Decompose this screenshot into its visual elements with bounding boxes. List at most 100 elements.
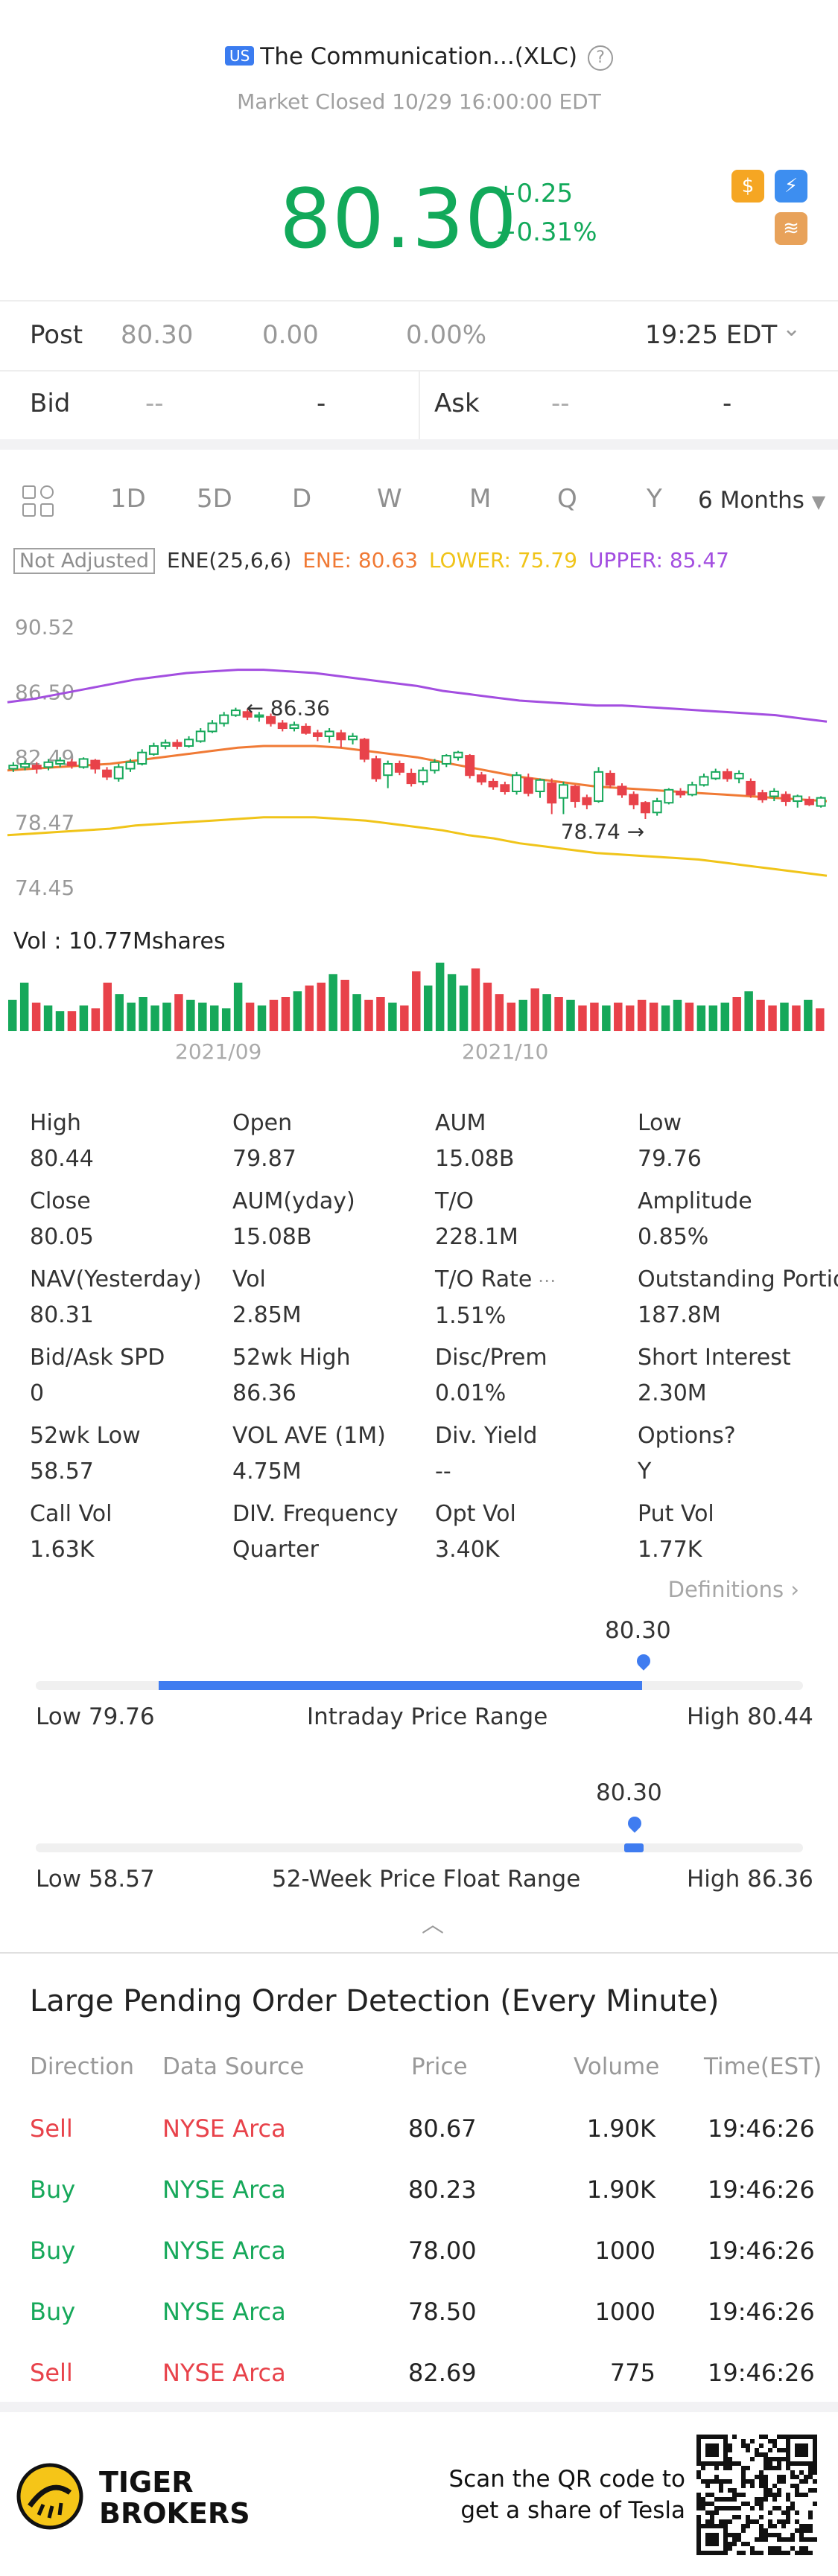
post-time[interactable]: 19:25 EDT	[645, 320, 778, 350]
candle	[558, 781, 568, 814]
candle	[629, 791, 639, 809]
definitions-link[interactable]: Definitions ›	[667, 1577, 799, 1602]
candle	[722, 768, 732, 782]
stat-label: Outstanding Portio	[638, 1266, 838, 1292]
volume-bar	[162, 1002, 171, 1031]
lower-value: LOWER: 75.79	[428, 548, 578, 573]
volume-bar	[269, 999, 279, 1031]
tab-5d[interactable]: 5D	[197, 484, 232, 514]
candle	[277, 720, 288, 732]
candle	[734, 770, 744, 784]
volume-bar	[43, 1005, 53, 1031]
stat-value: 0.85%	[638, 1224, 709, 1250]
tab-d[interactable]: D	[292, 484, 312, 514]
stat-item: T/O 228.1M	[435, 1184, 518, 1255]
order-direction: Sell	[30, 2114, 73, 2143]
stat-value: --	[435, 1458, 451, 1485]
candle	[523, 774, 533, 797]
stat-item: Vol 2.85M	[232, 1262, 302, 1333]
order-direction: Buy	[30, 2237, 76, 2265]
stat-label: Vol	[232, 1266, 266, 1292]
volume-bar	[673, 999, 682, 1031]
adjust-toggle[interactable]: Not Adjusted	[13, 548, 156, 574]
intraday-range-track	[36, 1681, 803, 1690]
stat-value: 187.8M	[638, 1302, 721, 1328]
stat-item: 52wk Low 58.57	[30, 1418, 141, 1490]
candle	[758, 789, 768, 803]
candle	[78, 757, 89, 769]
collapse-up-icon[interactable]: ︿	[422, 1912, 444, 1938]
candle	[394, 760, 404, 776]
dollar-icon[interactable]: $	[731, 170, 764, 203]
volume-bar	[696, 1005, 706, 1031]
candle	[535, 778, 545, 798]
bid-size: -	[317, 389, 326, 418]
stat-value: 80.44	[30, 1146, 94, 1172]
stat-value: 58.57	[30, 1458, 94, 1485]
lightning-icon[interactable]: ⚡	[775, 170, 807, 203]
week52-high: High 86.36	[687, 1866, 813, 1893]
candle	[55, 757, 66, 768]
grid-layout-icon[interactable]	[22, 485, 55, 518]
help-icon[interactable]: ?	[588, 45, 614, 71]
candle	[242, 708, 253, 721]
stat-value: 79.76	[638, 1146, 702, 1172]
volume-bar	[233, 982, 243, 1031]
stat-value: 3.40K	[435, 1537, 500, 1563]
candle	[184, 736, 194, 748]
stat-label: Disc/Prem	[435, 1345, 547, 1371]
volume-bar	[614, 1002, 623, 1031]
volume-bar	[483, 982, 492, 1031]
candle	[406, 768, 416, 787]
candle	[219, 712, 229, 727]
volume-bar	[186, 999, 195, 1031]
stat-value: Quarter	[232, 1537, 319, 1563]
candle	[640, 801, 650, 820]
orders-title: Large Pending Order Detection (Every Min…	[30, 1984, 720, 2018]
volume-bar	[67, 1011, 77, 1031]
stat-item: Bid/Ask SPD 0	[30, 1340, 165, 1412]
tab-m[interactable]: M	[469, 484, 492, 514]
volume-bar	[816, 1008, 825, 1031]
low-annotation: 78.74 →	[561, 820, 645, 844]
tab-6-months[interactable]: 6 Months ▼	[698, 487, 826, 514]
candle	[465, 753, 475, 779]
volume-bar	[744, 991, 753, 1031]
volume-bar	[79, 1005, 89, 1031]
indicator-name[interactable]: ENE(25,6,6)	[167, 548, 292, 573]
stock-title: US The Communication...(XLC)?	[0, 43, 838, 71]
intraday-pin-icon	[634, 1651, 653, 1671]
stat-item: Call Vol 1.63K	[30, 1496, 112, 1568]
candle	[746, 778, 756, 798]
chevron-down-icon[interactable]: ⌄	[782, 316, 802, 342]
volume-bar	[768, 1005, 777, 1031]
order-direction: Buy	[30, 2175, 76, 2204]
stat-label: Options?	[638, 1423, 736, 1449]
market-badge: US	[224, 46, 255, 66]
stat-label: Low	[638, 1110, 682, 1136]
info-icon[interactable]: ⋯	[532, 1270, 556, 1291]
candle	[90, 759, 101, 774]
tab-w[interactable]: W	[377, 484, 402, 514]
stack-icon[interactable]: ≋	[775, 212, 807, 245]
volume-bar	[792, 1005, 801, 1031]
candle	[207, 720, 218, 733]
qr-code[interactable]	[696, 2435, 817, 2555]
candle	[652, 797, 662, 816]
candle	[816, 796, 826, 808]
tab-y[interactable]: Y	[647, 484, 662, 514]
tab-1d[interactable]: 1D	[110, 484, 146, 514]
caret-down-icon: ▼	[811, 491, 826, 512]
volume-bar	[720, 1002, 729, 1031]
candle	[570, 785, 580, 808]
stat-item: Close 80.05	[30, 1184, 94, 1255]
stat-item: NAV(Yesterday) 80.31	[30, 1262, 202, 1333]
order-time: 19:46:26	[708, 2359, 815, 2387]
tab-q[interactable]: Q	[557, 484, 577, 514]
order-price: 80.67	[408, 2114, 477, 2143]
cta-line2: get a share of Tesla	[460, 2497, 685, 2524]
volume-bar	[637, 999, 647, 1031]
y-tick-label: 74.45	[15, 876, 74, 900]
stat-value: 15.08B	[232, 1224, 312, 1250]
